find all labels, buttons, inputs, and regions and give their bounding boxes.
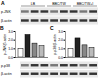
svg-text:p-p38/β-actin: p-p38/β-actin	[53, 34, 57, 55]
html-text:B: B	[0, 25, 4, 31]
svg-text:1.0: 1.0	[58, 47, 63, 51]
html-text:C: C	[50, 25, 54, 31]
svg-text:0.0: 0.0	[8, 56, 13, 60]
svg-text:3.0: 3.0	[8, 30, 13, 34]
svg-text:A: A	[1, 0, 5, 6]
svg-text:2.0: 2.0	[8, 38, 13, 42]
svg-text:BBC/TW: BBC/TW	[52, 2, 66, 6]
svg-text:β-actin: β-actin	[1, 72, 12, 76]
svg-text:2.0: 2.0	[58, 38, 63, 42]
svg-text:p-JNK/β-actin: p-JNK/β-actin	[3, 34, 7, 55]
svg-text:p-JNK: p-JNK	[1, 10, 11, 14]
svg-text:p-p38: p-p38	[1, 64, 10, 68]
svg-text:3.0: 3.0	[58, 30, 63, 34]
svg-text:0.0: 0.0	[58, 56, 63, 60]
svg-text:β-actin: β-actin	[1, 19, 12, 23]
svg-text:LB: LB	[31, 2, 36, 6]
svg-text:BBC/TW+I: BBC/TW+I	[77, 2, 94, 6]
svg-text:1.0: 1.0	[8, 47, 13, 51]
